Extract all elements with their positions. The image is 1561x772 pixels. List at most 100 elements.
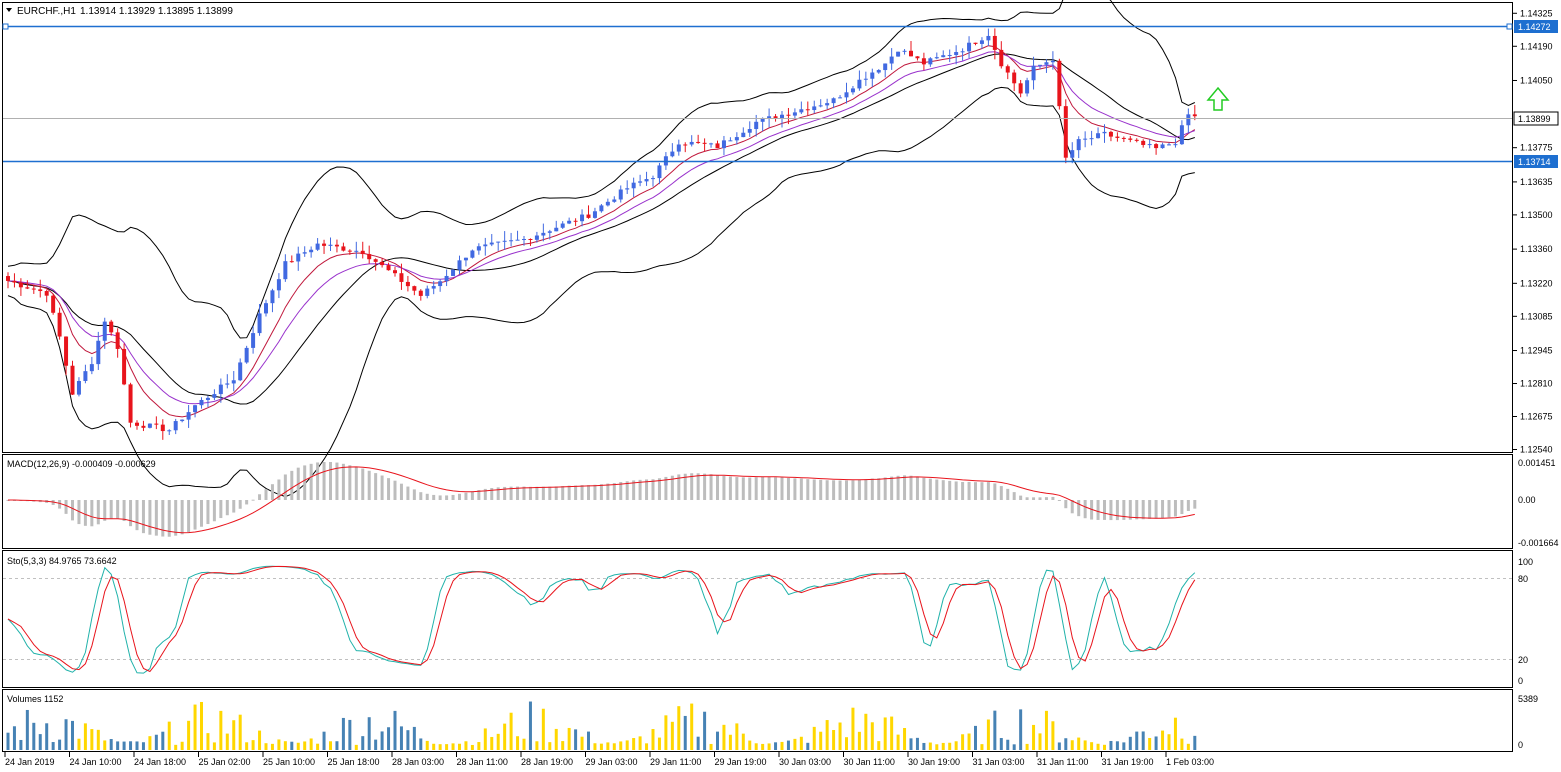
macd-bar	[574, 485, 578, 500]
macd-bar	[212, 500, 216, 522]
candle-body	[625, 188, 630, 190]
macd-bar	[890, 476, 894, 500]
volume-bar	[129, 741, 133, 750]
candle-body	[1160, 144, 1165, 149]
macd-bar	[406, 486, 410, 500]
candle	[425, 285, 430, 299]
volume-bar	[967, 733, 971, 750]
volume-bar	[251, 740, 255, 750]
stoch-tick-20: 20	[1518, 655, 1528, 665]
volume-bar	[1154, 736, 1158, 750]
candle	[631, 177, 636, 197]
volume-bar	[238, 714, 242, 750]
macd-bar	[1148, 500, 1152, 519]
volume-bar	[1115, 741, 1119, 750]
candle	[580, 209, 585, 227]
candle-body	[444, 275, 449, 282]
macd-bar	[638, 479, 642, 500]
time-tick-label: 25 Jan 18:00	[328, 757, 380, 767]
volume-bar	[561, 741, 565, 750]
volume-bar	[1038, 733, 1042, 750]
candle-body	[941, 55, 946, 58]
macd-tick-top: 0.001451	[1518, 458, 1556, 468]
macd-bar	[690, 473, 694, 500]
volume-bar	[32, 722, 36, 750]
volume-bar	[986, 719, 990, 750]
volume-bar	[419, 738, 423, 750]
candle-body	[741, 132, 746, 138]
candle	[1147, 139, 1152, 149]
time-tick-label: 25 Jan 10:00	[263, 757, 315, 767]
upper-level-handle-right[interactable]	[1506, 23, 1513, 30]
candle-body	[818, 105, 823, 107]
macd-bar	[399, 483, 403, 500]
volume-bar	[83, 723, 87, 750]
volume-bar	[1173, 717, 1177, 750]
macd-bar	[141, 500, 145, 534]
candle	[154, 416, 159, 430]
collapse-triangle-icon[interactable]	[6, 8, 12, 12]
volume-bar	[864, 713, 868, 750]
candle	[380, 258, 385, 268]
candle	[638, 174, 643, 187]
candle-body	[586, 214, 591, 218]
candle	[831, 97, 836, 109]
candle-body	[1141, 140, 1146, 145]
volume-bar	[219, 710, 223, 750]
macd-bar	[896, 475, 900, 500]
candle-body	[773, 116, 778, 119]
candle	[18, 278, 23, 296]
candle-body	[1102, 131, 1107, 134]
candle	[586, 205, 591, 219]
volume-bar	[425, 740, 429, 750]
candle-body	[264, 303, 268, 314]
upper-level-handle-left[interactable]	[2, 23, 9, 30]
volume-bar	[948, 742, 952, 750]
stoch-tick-80: 80	[1518, 574, 1528, 584]
macd-bar	[90, 500, 94, 527]
moving-averages	[7, 45, 1196, 418]
candle	[1179, 120, 1184, 145]
candle-body	[302, 252, 307, 254]
candle	[870, 68, 875, 87]
candle-body	[534, 235, 539, 240]
candle	[1096, 127, 1101, 139]
volume-bar	[664, 715, 668, 750]
candle	[651, 175, 655, 187]
macd-bar	[851, 480, 855, 500]
volume-bar	[954, 741, 958, 750]
candle	[747, 121, 752, 137]
macd-bar	[387, 478, 391, 500]
candle-body	[483, 244, 488, 247]
macd-bar	[180, 500, 184, 535]
candle-body	[1173, 144, 1178, 146]
volume-bar	[928, 742, 932, 750]
candle-body	[592, 211, 597, 218]
volume-bar	[51, 742, 55, 750]
volume-bar	[316, 743, 320, 750]
candle-body	[199, 399, 204, 406]
candle	[509, 232, 514, 247]
volume-bar	[793, 738, 797, 750]
candle	[1134, 138, 1139, 143]
candle-body	[334, 244, 339, 247]
time-tick-label: 1 Feb 03:00	[1166, 757, 1214, 767]
macd-bar	[193, 500, 197, 530]
candle-body	[135, 422, 139, 426]
macd-bar	[458, 493, 461, 500]
macd-bar	[696, 473, 700, 500]
macd-bar	[599, 484, 603, 500]
candle	[102, 317, 107, 349]
macd-bar	[503, 486, 507, 500]
volume-bar	[1103, 744, 1106, 750]
candle-body	[367, 254, 372, 260]
candle-body	[1025, 80, 1030, 94]
volume-bar	[1167, 734, 1171, 750]
macd-bar	[303, 465, 307, 500]
candle-body	[947, 55, 952, 57]
macd-bar	[857, 479, 861, 500]
time-tick-label: 29 Jan 03:00	[586, 757, 638, 767]
macd-bar	[83, 500, 87, 526]
volume-bar	[922, 742, 926, 750]
